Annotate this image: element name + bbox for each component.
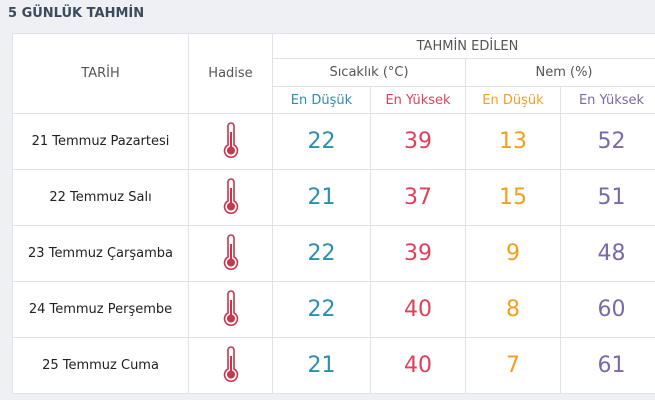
- hum-low-header: En Düşük: [465, 86, 561, 114]
- hum-high-cell: 52: [560, 113, 655, 170]
- temp-low-cell: 21: [272, 337, 371, 394]
- event-cell: [188, 113, 273, 170]
- forecast-table: TARİH Hadise TAHMİN EDİLEN Sıcaklık (°C)…: [12, 33, 655, 394]
- temperature-header: Sıcaklık (°C): [272, 58, 466, 87]
- temp-low-header: En Düşük: [272, 86, 371, 114]
- date-cell: 23 Temmuz Çarşamba: [12, 225, 189, 282]
- forecast-row: 24 Temmuz Perşembe 22 40 8 60: [12, 281, 655, 338]
- event-cell: [188, 281, 273, 338]
- temp-low-cell: 22: [272, 281, 371, 338]
- date-cell: 24 Temmuz Perşembe: [12, 281, 189, 338]
- hum-high-header: En Yüksek: [560, 86, 655, 114]
- forecast-row: 25 Temmuz Cuma 21 40 7 61: [12, 337, 655, 394]
- hum-low-cell: 13: [465, 113, 561, 170]
- hum-low-cell: 9: [465, 225, 561, 282]
- temp-high-cell: 39: [370, 113, 466, 170]
- hum-low-cell: 8: [465, 281, 561, 338]
- date-cell: 21 Temmuz Pazartesi: [12, 113, 189, 170]
- temp-low-cell: 22: [272, 113, 371, 170]
- forecast-row: 21 Temmuz Pazartesi 22 39 13 52: [12, 113, 655, 170]
- forecast-row: 22 Temmuz Salı 21 37 15 51: [12, 169, 655, 226]
- temp-low-cell: 21: [272, 169, 371, 226]
- date-cell: 25 Temmuz Cuma: [12, 337, 189, 394]
- temp-high-cell: 40: [370, 337, 466, 394]
- thermometer-icon: [223, 233, 238, 270]
- humidity-header: Nem (%): [465, 58, 655, 87]
- forecast-header: TAHMİN EDİLEN: [272, 33, 655, 59]
- event-cell: [188, 337, 273, 394]
- date-cell: 22 Temmuz Salı: [12, 169, 189, 226]
- event-cell: [188, 225, 273, 282]
- thermometer-icon: [223, 345, 238, 382]
- temp-low-cell: 22: [272, 225, 371, 282]
- thermometer-icon: [223, 289, 238, 326]
- hum-high-cell: 51: [560, 169, 655, 226]
- temp-high-cell: 40: [370, 281, 466, 338]
- hum-low-cell: 7: [465, 337, 561, 394]
- thermometer-icon: [223, 121, 238, 158]
- rows: 21 Temmuz Pazartesi 22 39 13 52 22 Temmuz Sal…: [12, 113, 655, 394]
- forecast-row: 23 Temmuz Çarşamba 22 39 9 48: [12, 225, 655, 282]
- hum-high-cell: 60: [560, 281, 655, 338]
- event-header: Hadise: [188, 33, 273, 114]
- hum-low-cell: 15: [465, 169, 561, 226]
- temp-high-cell: 39: [370, 225, 466, 282]
- date-header: TARİH: [12, 33, 189, 114]
- temp-high-header: En Yüksek: [370, 86, 466, 114]
- section-title: 5 GÜNLÜK TAHMİN: [8, 6, 145, 21]
- thermometer-icon: [223, 177, 238, 214]
- hum-high-cell: 48: [560, 225, 655, 282]
- hum-high-cell: 61: [560, 337, 655, 394]
- temp-high-cell: 37: [370, 169, 466, 226]
- event-cell: [188, 169, 273, 226]
